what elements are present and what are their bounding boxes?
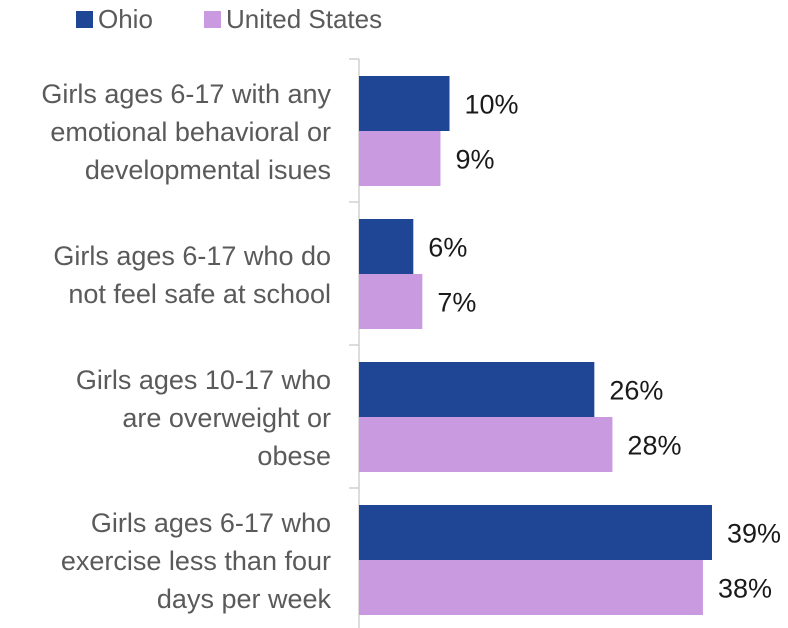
bar-united-states [359,417,613,472]
category-label: days per week [157,584,332,614]
value-labels: 10% 9% 6% 7% 26% 28% 39% 38% [428,90,781,604]
category-label: exercise less than four [61,546,331,576]
bar-united-states [359,274,423,329]
legend-swatch-0 [76,11,93,28]
value-label: 26% [609,376,663,406]
bar-ohio [359,362,595,417]
category-label: Girls ages 6-17 who do [53,241,331,271]
bar-united-states [359,560,703,615]
bar-ohio [359,76,450,131]
value-label: 9% [455,145,494,175]
legend: Ohio United States [76,4,382,34]
value-label: 7% [437,288,476,318]
value-label: 6% [428,233,467,263]
bars [359,76,712,615]
bar-united-states [359,131,441,186]
bar-ohio [359,219,414,274]
category-label: Girls ages 10-17 who [76,365,331,395]
value-label: 28% [627,431,681,461]
y-axis-ticks [349,58,359,489]
bar-ohio [359,505,712,560]
category-label: developmental isues [85,155,331,185]
category-label: Girls ages 6-17 who [91,508,331,538]
legend-label-0: Ohio [98,4,153,34]
value-label: 39% [727,519,781,549]
category-label: obese [257,441,331,471]
category-label: Girls ages 6-17 with any [41,79,331,109]
legend-swatch-1 [204,11,221,28]
category-label: are overweight or [122,403,331,433]
legend-label-1: United States [226,4,382,34]
value-label: 38% [718,574,772,604]
category-label: emotional behavioral or [50,117,331,147]
value-label: 10% [465,90,519,120]
category-label: not feel safe at school [68,279,331,309]
category-labels: Girls ages 6-17 with any emotional behavi… [41,79,331,614]
